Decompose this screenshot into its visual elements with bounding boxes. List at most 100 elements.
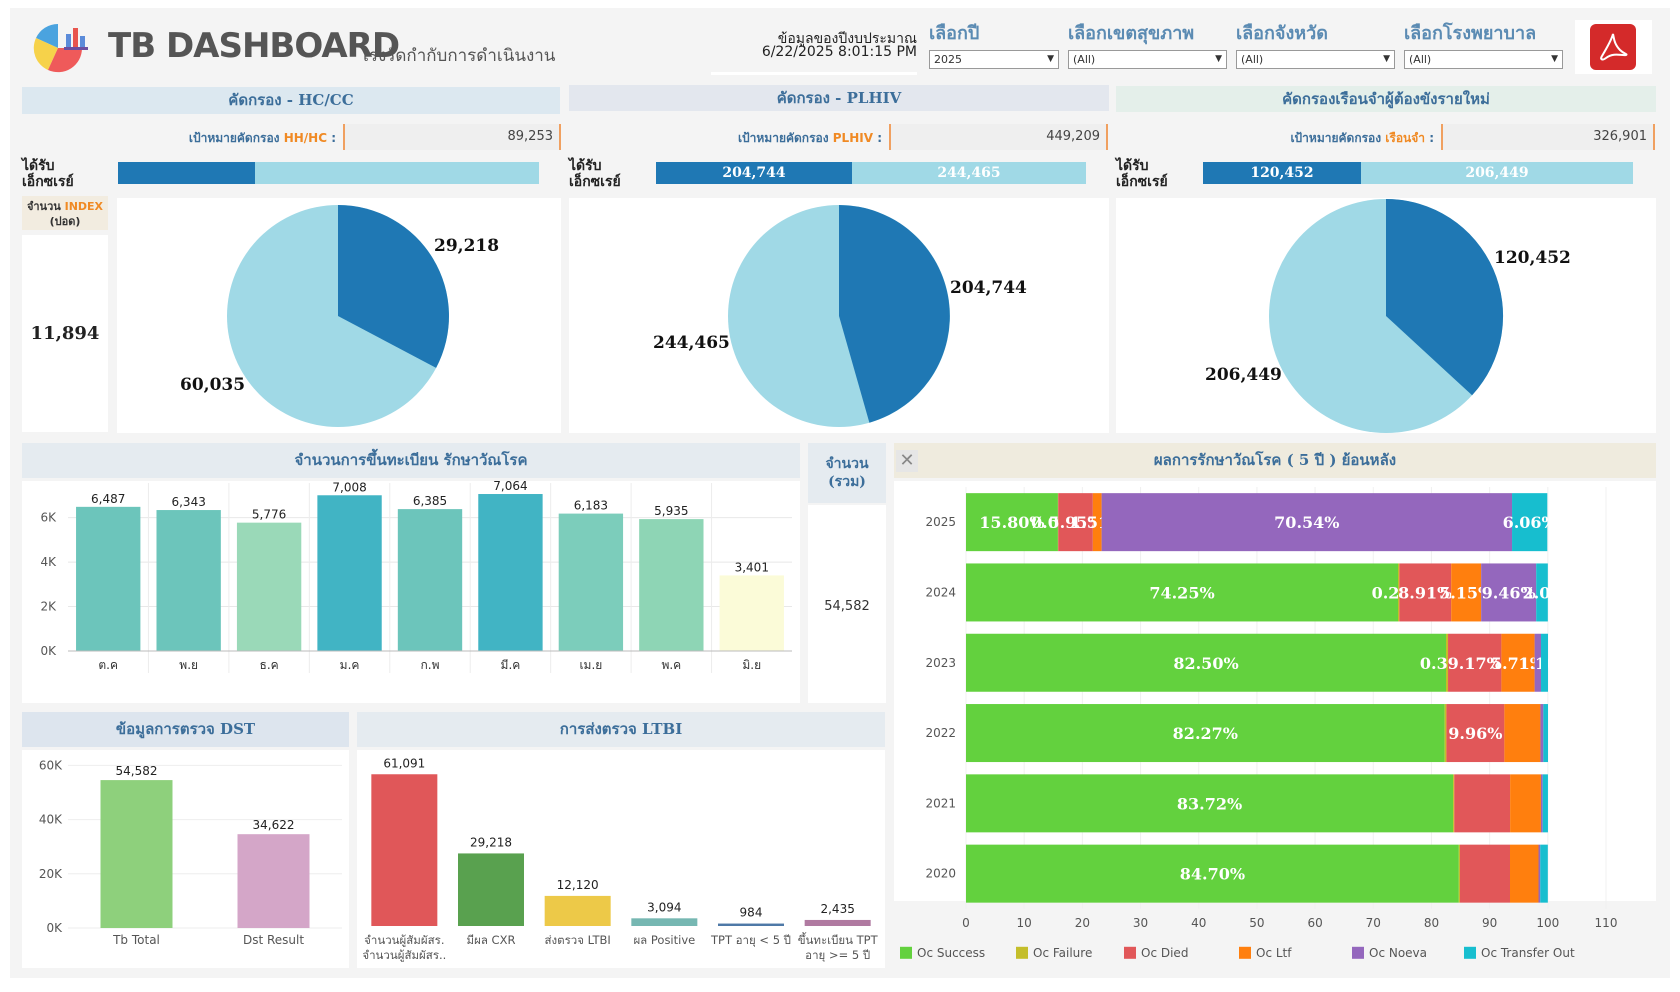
ltbi-title: การส่งตรวจ LTBI — [559, 720, 683, 738]
dashboard-title: TB DASHBOARD — [108, 26, 400, 66]
bar[interactable] — [478, 494, 543, 651]
filter-year-select[interactable]: 2025 ▼ — [929, 50, 1059, 69]
bar[interactable] — [156, 510, 221, 651]
stacked-bar-segment[interactable] — [966, 493, 1058, 552]
bar[interactable] — [371, 774, 438, 926]
x-tick-label: 90 — [1482, 916, 1497, 930]
bar-value-label: 6,487 — [91, 492, 125, 506]
stacked-bar-segment[interactable] — [1058, 493, 1093, 552]
segment-value-label: 8.91% — [1398, 583, 1452, 602]
outcome-header: ผลการรักษาวัณโรค ( 5 ปี ) ย้อนหลัง — [894, 443, 1656, 478]
bar-value-label: 29,218 — [470, 835, 512, 849]
stacked-bar-segment[interactable] — [1534, 633, 1542, 692]
stacked-bar-segment[interactable] — [1504, 704, 1541, 763]
logo — [30, 20, 90, 74]
y-tick-label: 0K — [46, 921, 63, 935]
stacked-bar-segment[interactable] — [1453, 774, 1455, 833]
stacked-bar-segment[interactable] — [1510, 774, 1541, 833]
x-tick-label: 110 — [1595, 916, 1618, 930]
bar[interactable] — [100, 780, 173, 928]
bar[interactable] — [76, 506, 141, 651]
screening-hc-pie — [227, 205, 449, 427]
stacked-bar-segment[interactable] — [1446, 633, 1449, 692]
legend-label: Oc Ltf — [1256, 946, 1292, 960]
filter-province-select[interactable]: (All) ▼ — [1236, 50, 1395, 69]
bar-value-label: 3,094 — [647, 900, 681, 914]
stacked-bar-segment[interactable] — [1541, 633, 1548, 692]
x-tick-label: Tb Total — [112, 933, 160, 947]
stacked-bar-segment[interactable] — [966, 633, 1446, 692]
screening-prison-target-label: เป้าหมายคัดกรอง เรือนจำ : — [1290, 131, 1434, 145]
bar[interactable] — [558, 513, 624, 651]
registration-header: จำนวนการขึ้นทะเบียน รักษาวัณโรค — [22, 443, 800, 478]
stacked-bar-segment[interactable] — [1540, 844, 1548, 903]
index-label-box: จำนวน INDEX (ปอด) — [22, 196, 108, 230]
screening-prison-pie — [1269, 198, 1504, 433]
stacked-bar-segment[interactable] — [1398, 563, 1400, 622]
screening-hc-xray-label: ได้รับ เอ็กซเรย์ — [22, 158, 74, 190]
stacked-bar-segment[interactable] — [1444, 704, 1447, 763]
stacked-bar-segment[interactable] — [1540, 704, 1544, 763]
screening-plhiv-bar-received: 204,744 — [656, 162, 852, 184]
stacked-bar-segment[interactable] — [966, 704, 1445, 763]
stacked-bar-segment[interactable] — [1540, 774, 1543, 833]
screening-hc-bar-received — [118, 162, 255, 184]
bar[interactable] — [631, 918, 698, 926]
x-tick-label: อายุ >= 5 ปี — [805, 948, 870, 962]
stacked-bar-segment[interactable] — [1543, 704, 1548, 763]
stacked-bar-segment[interactable] — [1481, 563, 1537, 622]
filter-year-label: เลือกปี — [929, 23, 980, 44]
dst-title: ข้อมูลการตรวจ DST — [115, 720, 256, 738]
screening-hc-title: คัดกรอง - HC/CC — [228, 91, 354, 109]
stacked-bar-segment[interactable] — [1454, 774, 1511, 833]
pie-slice-received — [839, 205, 950, 423]
x-tick-label: Dst Result — [243, 933, 304, 947]
stacked-bar-segment[interactable] — [966, 844, 1459, 903]
segment-value-label: 15.80% — [979, 513, 1044, 532]
header-divider — [711, 72, 917, 75]
stacked-bar-segment[interactable] — [1451, 563, 1482, 622]
stacked-bar-segment[interactable] — [1092, 493, 1102, 552]
stacked-bar-segment[interactable] — [1512, 493, 1548, 552]
bar[interactable] — [397, 509, 463, 651]
stacked-bar-segment[interactable] — [966, 774, 1454, 833]
x-tick-label: 80 — [1424, 916, 1439, 930]
legend-label: Oc Success — [917, 946, 985, 960]
bar[interactable] — [804, 919, 871, 926]
x-tick-label: จำนวนผู้สัมผัสร. — [364, 933, 444, 947]
x-tick-label: พ.ค — [661, 658, 681, 672]
stacked-bar-segment[interactable] — [966, 563, 1398, 622]
y-tick-label: 2K — [40, 600, 57, 614]
bar[interactable] — [458, 853, 524, 926]
stacked-bar-segment[interactable] — [1510, 844, 1539, 903]
stacked-bar-segment[interactable] — [1101, 493, 1513, 552]
filter-region-select[interactable]: (All) ▼ — [1068, 50, 1227, 69]
y-tick-label: 2024 — [925, 585, 956, 599]
bar[interactable] — [718, 923, 784, 926]
stacked-bar-segment[interactable] — [1458, 844, 1460, 903]
bar[interactable] — [544, 895, 611, 926]
stacked-bar-segment[interactable] — [1399, 563, 1452, 622]
filter-hospital-select[interactable]: (All) ▼ — [1404, 50, 1563, 69]
legend-swatch — [1239, 946, 1251, 959]
stacked-bar-segment[interactable] — [1501, 633, 1535, 692]
stacked-bar-segment[interactable] — [1446, 704, 1505, 763]
bar[interactable] — [237, 834, 310, 928]
pdf-export-button[interactable] — [1575, 20, 1652, 74]
stacked-bar-segment[interactable] — [1448, 633, 1502, 692]
stacked-bar-segment[interactable] — [1538, 844, 1541, 903]
bar[interactable] — [719, 575, 784, 651]
screening-plhiv-pie-label-dark: 204,744 — [950, 278, 1027, 298]
stacked-bar-segment[interactable] — [1536, 563, 1548, 622]
filter-province-label: เลือกจังหวัด — [1236, 23, 1328, 44]
stacked-bar-segment[interactable] — [1542, 774, 1548, 833]
bar[interactable] — [317, 495, 382, 651]
bar-value-label: 7,008 — [332, 481, 366, 494]
bar[interactable] — [639, 519, 704, 651]
close-icon[interactable]: ✕ — [896, 450, 918, 472]
stacked-bar-segment[interactable] — [1459, 844, 1510, 903]
bar[interactable] — [236, 522, 302, 651]
screening-plhiv-pie — [728, 205, 950, 427]
x-tick-label: ส่งตรวจ LTBI — [545, 933, 611, 947]
